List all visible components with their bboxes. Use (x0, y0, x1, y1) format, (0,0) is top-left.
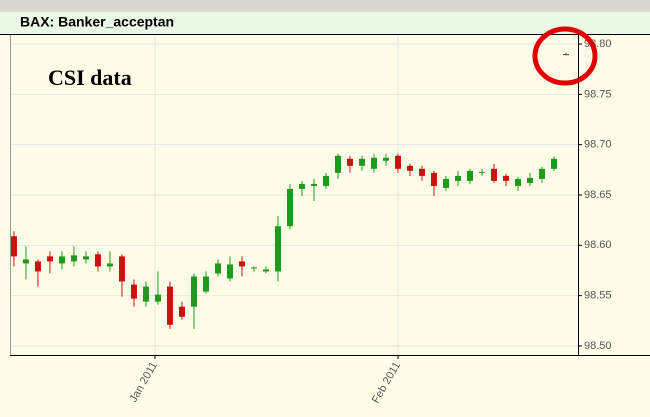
candle-body (430, 172, 437, 186)
candle-body (370, 157, 377, 169)
highlight-circle (532, 26, 598, 86)
candle-body (10, 236, 17, 257)
candle-body (130, 284, 137, 299)
candle-body (502, 175, 509, 181)
candle-body (490, 168, 497, 181)
candle-body (514, 178, 521, 186)
candle-body (106, 263, 113, 267)
candle-body (22, 259, 29, 264)
candle-body (166, 286, 173, 325)
candle-body (526, 177, 533, 183)
candle-body (214, 263, 221, 274)
y-tick-label: 98.70 (584, 139, 612, 151)
candle-body (382, 157, 389, 161)
candle-body (286, 188, 293, 227)
candle-body (34, 261, 41, 272)
candle-body (562, 54, 569, 56)
header-bar (0, 12, 650, 35)
candle-body (358, 158, 365, 166)
candle-body (418, 168, 425, 176)
candle-body (142, 286, 149, 302)
candle-body (250, 267, 257, 269)
candle-body (238, 261, 245, 267)
candle-body (178, 306, 185, 317)
candle-body (262, 269, 269, 272)
candle-body (406, 165, 413, 171)
candle-body (538, 168, 545, 179)
candle-body (94, 254, 101, 267)
candle-body (70, 255, 77, 262)
candle-body (274, 226, 281, 272)
candle-body (82, 256, 89, 260)
candle-body (454, 175, 461, 181)
candle-body (478, 171, 485, 173)
candle-body (322, 175, 329, 186)
candle-body (394, 155, 401, 169)
annotation: CSI data (48, 65, 132, 90)
chart-title: BAX: Banker_acceptan (20, 14, 174, 30)
candle-body (226, 264, 233, 279)
candle-body (442, 178, 449, 188)
y-tick-label: 98.60 (584, 239, 612, 251)
candle-body (46, 256, 53, 262)
candle-body (298, 183, 305, 189)
candle-body (202, 276, 209, 292)
x-tick-label: Jan 2011 (127, 360, 160, 404)
candle-body (154, 294, 161, 302)
y-tick-label: 98.50 (584, 340, 612, 352)
candle-body (118, 256, 125, 282)
candle-body (550, 158, 557, 169)
candle-body (58, 256, 65, 264)
candle-body (334, 155, 341, 173)
x-tick-label: Feb 2011 (370, 360, 403, 406)
y-tick-label: 98.65 (584, 189, 612, 201)
y-tick-label: 98.55 (584, 290, 612, 302)
candle-body (190, 276, 197, 307)
top-strip (0, 0, 650, 12)
candle-body (310, 183, 317, 186)
candle-body (346, 158, 353, 166)
candle-body (466, 170, 473, 181)
y-tick-label: 98.75 (584, 88, 612, 100)
